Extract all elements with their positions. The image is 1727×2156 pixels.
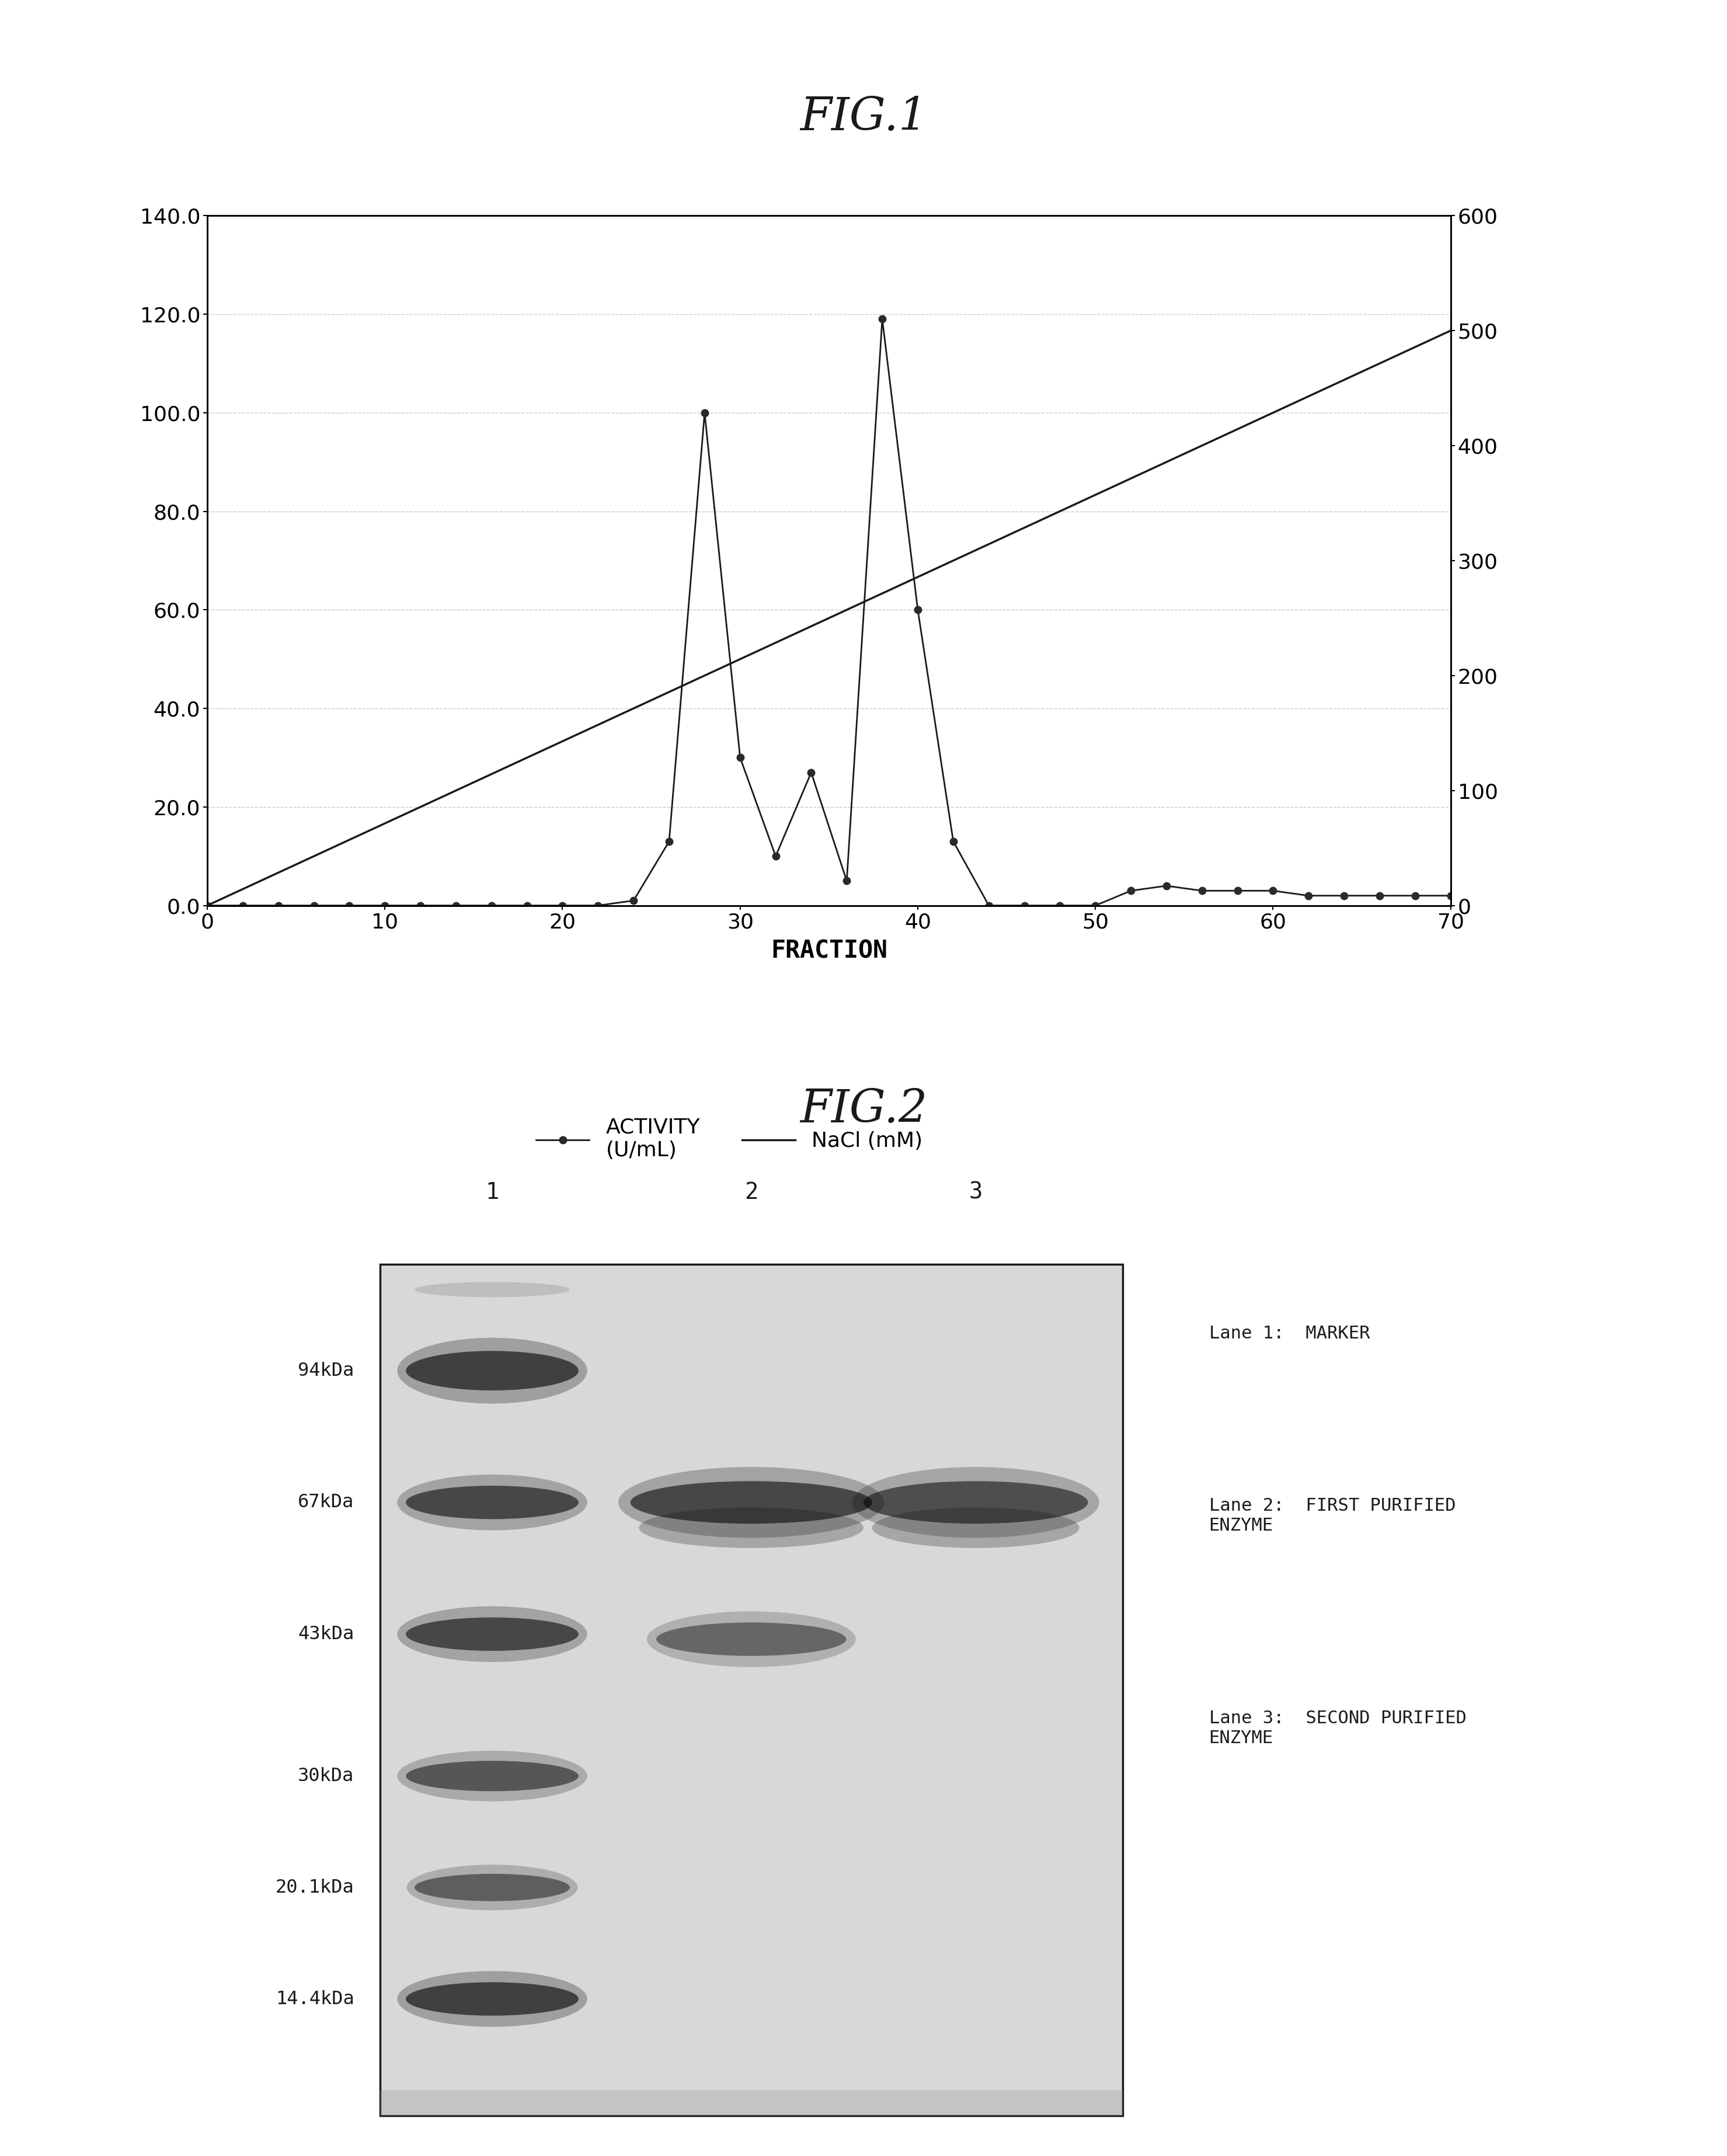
Ellipse shape (656, 1623, 846, 1656)
Text: 3: 3 (969, 1181, 983, 1203)
Text: 14.4kDa: 14.4kDa (275, 1990, 354, 2007)
Ellipse shape (639, 1507, 864, 1548)
Ellipse shape (397, 1475, 587, 1531)
Ellipse shape (397, 1971, 587, 2027)
Text: 30kDa: 30kDa (297, 1768, 354, 1785)
Ellipse shape (414, 1283, 570, 1298)
Text: 94kDa: 94kDa (297, 1363, 354, 1380)
Ellipse shape (414, 1874, 570, 1902)
Ellipse shape (397, 1337, 587, 1404)
Ellipse shape (864, 1481, 1088, 1524)
Ellipse shape (397, 1751, 587, 1802)
Bar (380, 2089, 1123, 2115)
X-axis label: FRACTION: FRACTION (770, 938, 888, 964)
Ellipse shape (406, 1485, 579, 1520)
Text: FIG.2: FIG.2 (800, 1087, 927, 1132)
Text: 20.1kDa: 20.1kDa (275, 1878, 354, 1897)
Text: Lane 3:  SECOND PURIFIED
ENZYME: Lane 3: SECOND PURIFIED ENZYME (1209, 1710, 1466, 1746)
Ellipse shape (646, 1611, 857, 1667)
Text: FIG.1: FIG.1 (800, 95, 927, 140)
Ellipse shape (630, 1481, 872, 1524)
Ellipse shape (872, 1507, 1079, 1548)
Legend: ACTIVITY
(U/mL), NaCl (mM): ACTIVITY (U/mL), NaCl (mM) (528, 1108, 931, 1169)
Text: Lane 1:  MARKER: Lane 1: MARKER (1209, 1326, 1370, 1341)
Text: 1: 1 (485, 1181, 499, 1203)
Text: 67kDa: 67kDa (297, 1494, 354, 1511)
Ellipse shape (406, 1865, 577, 1910)
Text: 43kDa: 43kDa (297, 1626, 354, 1643)
Ellipse shape (406, 1761, 579, 1792)
Ellipse shape (406, 1981, 579, 2016)
Ellipse shape (618, 1466, 884, 1537)
Text: Lane 2:  FIRST PURIFIED
ENZYME: Lane 2: FIRST PURIFIED ENZYME (1209, 1496, 1456, 1533)
Text: 2: 2 (744, 1181, 758, 1203)
Ellipse shape (406, 1617, 579, 1651)
Bar (380, 1263, 1123, 2115)
Ellipse shape (851, 1466, 1098, 1537)
Ellipse shape (397, 1606, 587, 1662)
Ellipse shape (406, 1352, 579, 1391)
